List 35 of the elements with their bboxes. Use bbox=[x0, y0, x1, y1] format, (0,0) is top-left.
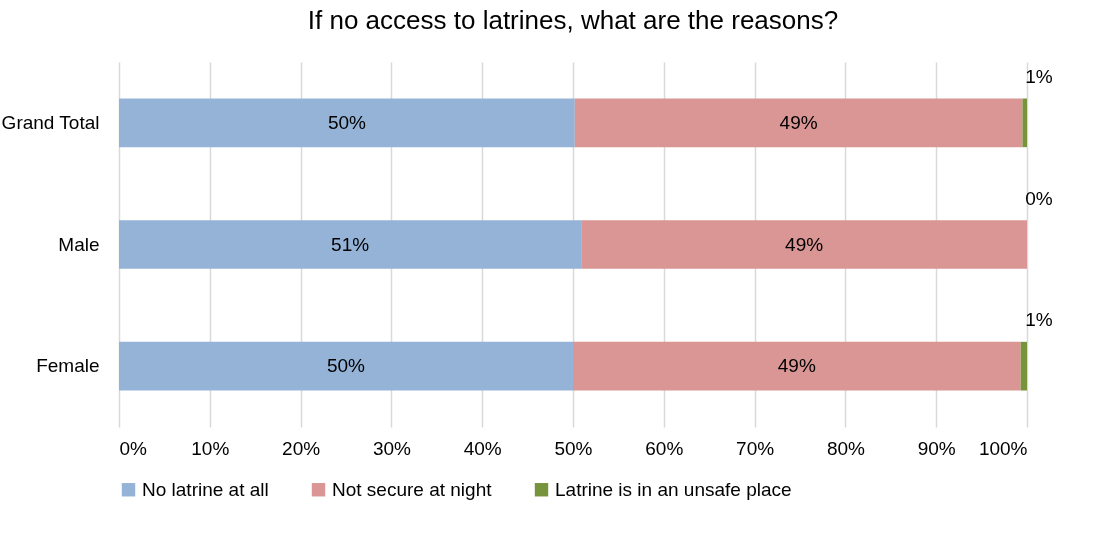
chart-title: If no access to latrines, what are the reasons? bbox=[307, 5, 839, 35]
data-label: 1% bbox=[1025, 65, 1053, 87]
data-label: 1% bbox=[1025, 309, 1053, 331]
y-tick-label: Male bbox=[58, 233, 100, 255]
x-tick-label: 80% bbox=[826, 437, 866, 459]
x-tick-label: 100% bbox=[978, 437, 1028, 459]
data-label: 49% bbox=[777, 355, 816, 377]
data-label: 51% bbox=[331, 233, 370, 255]
bar bbox=[119, 220, 582, 269]
y-tick-label: Grand Total bbox=[1, 111, 100, 133]
x-tick-label: 90% bbox=[917, 437, 956, 459]
x-tick-label: 10% bbox=[191, 437, 230, 459]
x-tick-label: 30% bbox=[372, 437, 412, 459]
bar bbox=[119, 341, 573, 391]
bar bbox=[574, 98, 1023, 148]
bar bbox=[1022, 98, 1027, 148]
legend-label: Not secure at night bbox=[332, 478, 493, 500]
legend-label: No latrine at all bbox=[142, 478, 269, 500]
y-tick-label: Female bbox=[36, 355, 100, 377]
data-label: 0% bbox=[1025, 187, 1053, 209]
x-tick-label: 70% bbox=[736, 437, 775, 459]
data-label: 49% bbox=[785, 233, 824, 255]
legend-label: Latrine is in an unsafe place bbox=[555, 478, 792, 500]
bar bbox=[573, 341, 1021, 391]
x-tick-label: 20% bbox=[282, 437, 321, 459]
bar bbox=[1020, 341, 1027, 391]
x-tick-label: 50% bbox=[554, 437, 593, 459]
bar bbox=[581, 220, 1027, 269]
data-label: 50% bbox=[326, 355, 366, 377]
data-label: 49% bbox=[779, 111, 818, 133]
bar bbox=[119, 98, 575, 148]
x-tick-label: 0% bbox=[119, 437, 148, 459]
x-tick-label: 60% bbox=[645, 437, 684, 459]
data-label: 50% bbox=[327, 111, 367, 133]
x-tick-label: 40% bbox=[463, 437, 502, 459]
